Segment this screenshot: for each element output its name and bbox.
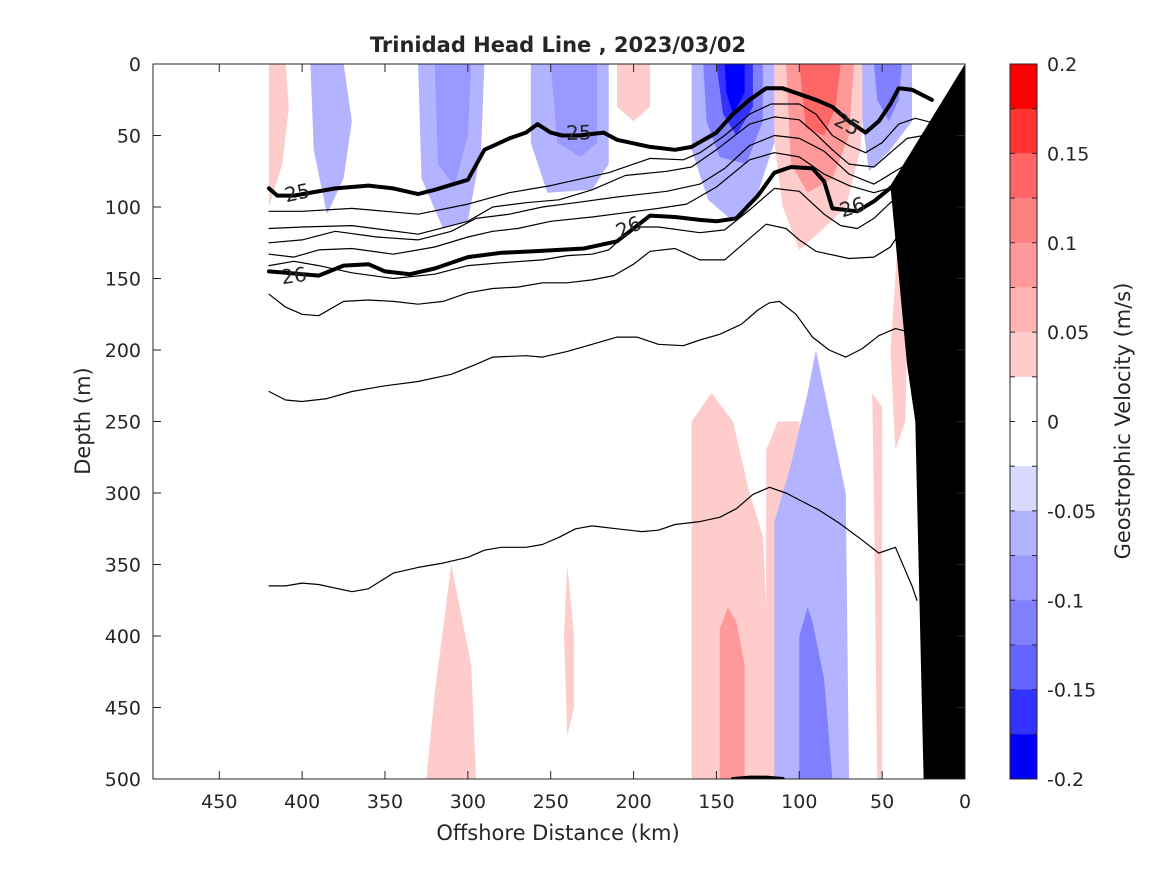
colorbar-swatch bbox=[1010, 108, 1037, 154]
x-tick-label: 300 bbox=[450, 791, 486, 813]
colorbar: 0.2 0.15 0.1 0.05 0 -0.05 -0.1 -0.15 -0.2 bbox=[1009, 54, 1096, 791]
colorbar-tick-label: -0.1 bbox=[1047, 590, 1084, 612]
x-tick-label: 0 bbox=[959, 791, 971, 813]
colorbar-swatch bbox=[1010, 242, 1037, 288]
colorbar-swatch bbox=[1010, 153, 1037, 199]
contour-label-0: 25 bbox=[282, 178, 312, 207]
velocity-region-23 bbox=[872, 392, 883, 779]
isopycnal-25.8 bbox=[268, 152, 925, 258]
y-tick-label: 500 bbox=[105, 769, 141, 791]
x-tick-label: 400 bbox=[284, 791, 320, 813]
y-axis-ticks: 0 50 100 150 200 250 300 350 400 450 500 bbox=[105, 54, 965, 791]
velocity-region-24 bbox=[890, 221, 907, 451]
colorbar-swatch bbox=[1010, 689, 1037, 735]
velocity-region-22 bbox=[426, 564, 477, 779]
colorbar-swatch bbox=[1010, 555, 1037, 601]
colorbar-swatch bbox=[1010, 600, 1037, 646]
isopycnal-25.4 bbox=[268, 116, 933, 235]
isopycnal-26.8 bbox=[268, 486, 918, 601]
colorbar-swatch bbox=[1010, 466, 1037, 512]
seafloor-shape bbox=[890, 64, 965, 779]
y-tick-label: 300 bbox=[105, 483, 141, 505]
contour-label-3: 26 bbox=[280, 262, 309, 289]
x-tick-label: 50 bbox=[870, 791, 894, 813]
colorbar-label: Geostrophic Velocity (m/s) bbox=[1111, 283, 1135, 560]
velocity-region-15 bbox=[873, 64, 902, 122]
x-tick-label: 100 bbox=[781, 791, 817, 813]
colorbar-tick-label: 0.15 bbox=[1047, 143, 1089, 165]
velocity-region-19 bbox=[774, 350, 849, 779]
isopycnal-27 bbox=[731, 775, 785, 779]
y-tick-label: 450 bbox=[105, 698, 141, 720]
y-tick-label: 250 bbox=[105, 412, 141, 434]
contour-label-text: 26 bbox=[280, 262, 309, 289]
seafloor-bathymetry bbox=[890, 64, 965, 779]
x-tick-label: 250 bbox=[533, 791, 569, 813]
colorbar-swatch bbox=[1010, 376, 1037, 422]
x-axis-ticks: 450 400 350 300 250 200 150 100 50 0 bbox=[201, 64, 971, 813]
colorbar-tick-label: -0.2 bbox=[1047, 769, 1084, 791]
y-tick-label: 150 bbox=[105, 269, 141, 291]
y-axis-label: Depth (m) bbox=[71, 367, 95, 474]
isopycnal-26 bbox=[267, 160, 943, 278]
velocity-region-17 bbox=[691, 392, 775, 779]
x-tick-label: 450 bbox=[201, 791, 237, 813]
chart-title: Trinidad Head Line , 2023/03/02 bbox=[370, 33, 746, 57]
isopycnal-25.6 bbox=[268, 134, 933, 244]
isopycnal-25.2 bbox=[268, 103, 933, 215]
velocity-contour-fill bbox=[269, 64, 912, 779]
y-tick-label: 350 bbox=[105, 555, 141, 577]
velocity-region-18 bbox=[719, 607, 745, 779]
contour-label-1: 25 bbox=[566, 120, 592, 145]
y-tick-label: 100 bbox=[105, 197, 141, 219]
colorbar-tick-label: 0.1 bbox=[1047, 233, 1077, 255]
isopycnal-lines bbox=[267, 86, 943, 779]
colorbar-swatch bbox=[1010, 734, 1037, 780]
x-tick-label: 200 bbox=[615, 791, 651, 813]
colorbar-swatch bbox=[1010, 510, 1037, 557]
colorbar-swatch bbox=[1010, 198, 1037, 244]
velocity-region-6 bbox=[617, 64, 651, 122]
isopycnal-25 bbox=[267, 86, 934, 198]
velocity-region-0 bbox=[269, 64, 289, 207]
colorbar-swatch bbox=[1010, 421, 1037, 467]
colorbar-tick-label: -0.05 bbox=[1047, 501, 1096, 523]
isopycnal-26.6 bbox=[268, 300, 920, 403]
velocity-region-1 bbox=[310, 64, 352, 215]
colorbar-tick-label: -0.15 bbox=[1047, 680, 1096, 702]
colorbar-swatch bbox=[1010, 332, 1037, 378]
colorbar-tick-label: 0 bbox=[1047, 412, 1059, 434]
contour-label-text: 25 bbox=[282, 178, 312, 207]
velocity-region-3 bbox=[434, 64, 472, 186]
colorbar-swatch bbox=[1010, 644, 1037, 691]
y-tick-label: 0 bbox=[129, 54, 141, 76]
colorbar-tick-label: 0.2 bbox=[1047, 54, 1077, 76]
y-tick-label: 400 bbox=[105, 626, 141, 648]
velocity-region-21 bbox=[564, 564, 574, 737]
velocity-region-20 bbox=[799, 607, 833, 779]
x-axis-label: Offshore Distance (km) bbox=[436, 821, 679, 845]
contour-label-text: 25 bbox=[566, 120, 592, 145]
colorbar-tick-label: 0.05 bbox=[1047, 322, 1089, 344]
y-tick-label: 50 bbox=[117, 126, 141, 148]
colorbar-swatch bbox=[1010, 287, 1037, 333]
isopycnal-26.2 bbox=[268, 187, 933, 280]
isopycnal-26.4 bbox=[268, 213, 930, 317]
colorbar-swatch bbox=[1010, 64, 1037, 110]
y-tick-label: 200 bbox=[105, 340, 141, 362]
velocity-region-10 bbox=[724, 64, 745, 115]
x-tick-label: 350 bbox=[367, 791, 403, 813]
x-tick-label: 150 bbox=[698, 791, 734, 813]
